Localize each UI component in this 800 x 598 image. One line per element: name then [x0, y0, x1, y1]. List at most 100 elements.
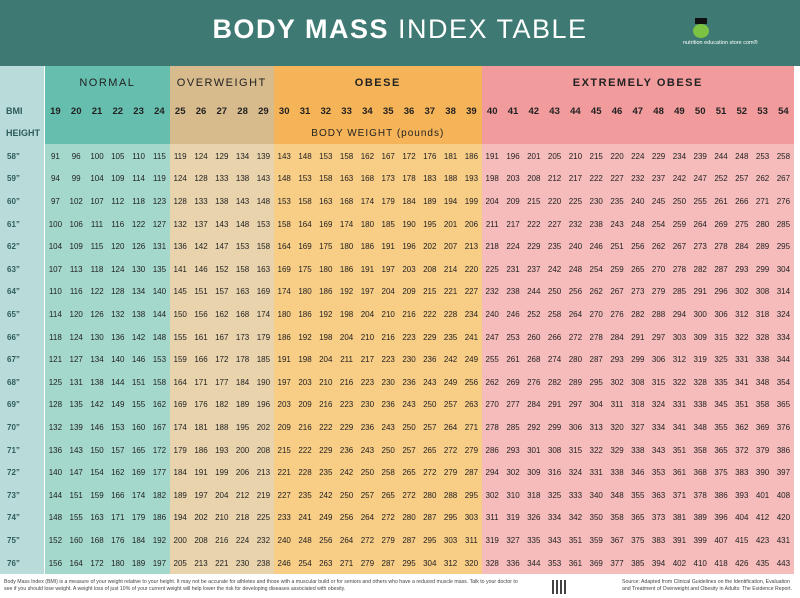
weight-cell: 308	[755, 287, 770, 297]
weight-cell: 137	[194, 219, 208, 229]
weight-cell: 306	[568, 422, 583, 432]
weight-cell: 124	[173, 174, 187, 184]
weight-cell: 238	[589, 219, 603, 229]
weight-cell: 312	[672, 355, 687, 365]
weight-cell: 344	[776, 355, 791, 365]
weight-cell: 334	[547, 513, 562, 523]
weight-cell: 179	[173, 445, 187, 455]
weight-cell: 190	[402, 219, 416, 229]
weight-cell: 229	[527, 242, 541, 252]
weight-cell: 358	[693, 445, 707, 455]
weight-cell: 247	[485, 332, 499, 342]
weight-cell: 105	[111, 151, 125, 161]
weight-cell: 211	[340, 355, 353, 365]
weight-cell: 265	[423, 445, 437, 455]
weight-cell: 345	[714, 400, 728, 410]
header-banner: BODY MASS INDEX TABLE nutrition educatio…	[0, 0, 800, 66]
weight-cell: 243	[423, 377, 437, 387]
category-band-light-obese	[273, 144, 482, 575]
weight-cell: 109	[111, 174, 125, 184]
weight-cell: 362	[735, 422, 749, 432]
weight-cell: 128	[48, 400, 63, 410]
weight-cell: 291	[631, 332, 645, 342]
weight-cell: 148	[277, 174, 291, 184]
weight-cell: 179	[381, 196, 395, 206]
weight-cell: 210	[215, 513, 229, 523]
weight-cell: 135	[152, 264, 167, 274]
weight-cell: 379	[755, 445, 770, 455]
weight-cell: 252	[527, 309, 541, 319]
weight-cell: 142	[194, 242, 208, 252]
weight-cell: 158	[152, 377, 167, 387]
weight-cell: 266	[547, 332, 562, 342]
height-cell: 70”	[7, 422, 20, 432]
weight-cell: 113	[69, 264, 83, 274]
weight-cell: 178	[402, 174, 416, 184]
weight-cell: 324	[568, 468, 583, 478]
weight-cell: 368	[693, 468, 707, 478]
weight-cell: 164	[277, 242, 291, 252]
weight-cell: 176	[423, 151, 437, 161]
weight-cell: 325	[547, 490, 562, 500]
weight-cell: 128	[111, 287, 125, 297]
weight-cell: 412	[755, 513, 770, 523]
weight-cell: 91	[50, 151, 60, 161]
weight-cell: 153	[235, 242, 250, 252]
weight-cell: 266	[735, 196, 749, 206]
weight-cell: 166	[194, 355, 208, 365]
weight-cell: 179	[131, 513, 146, 523]
bmi-header-cell: 24	[154, 105, 165, 117]
weight-cell: 160	[131, 422, 146, 432]
weight-cell: 135	[69, 400, 83, 410]
weight-cell: 194	[173, 513, 187, 523]
weight-cell: 161	[194, 332, 208, 342]
weight-cell: 198	[339, 309, 354, 319]
weight-cell: 214	[443, 264, 458, 274]
weight-cell: 407	[714, 535, 728, 545]
weight-cell: 178	[235, 355, 250, 365]
bmi-header-cell: 36	[403, 105, 415, 117]
weight-cell: 338	[693, 400, 707, 410]
weight-cell: 386	[776, 445, 791, 455]
weight-cell: 220	[547, 196, 562, 206]
weight-cell: 340	[589, 490, 603, 500]
weight-cell: 318	[755, 309, 770, 319]
weight-cell: 365	[714, 445, 728, 455]
weight-cell: 288	[443, 490, 458, 500]
weight-cell: 173	[381, 174, 395, 184]
bmi-header-cell: 37	[424, 105, 436, 117]
weight-cell: 204	[319, 355, 333, 365]
weight-cell: 262	[651, 242, 666, 252]
weight-cell: 189	[423, 196, 437, 206]
weight-cell: 369	[589, 558, 603, 568]
bmi-header-cell: 20	[70, 105, 82, 117]
weight-cell: 122	[131, 219, 146, 229]
weight-cell: 267	[776, 174, 791, 184]
weight-cell: 203	[277, 400, 291, 410]
weight-cell: 309	[693, 332, 707, 342]
weight-cell: 122	[90, 287, 104, 297]
weight-cell: 369	[755, 422, 770, 432]
weight-cell: 431	[776, 535, 791, 545]
weight-cell: 218	[235, 513, 250, 523]
weight-cell: 208	[423, 264, 437, 274]
weight-cell: 334	[651, 422, 666, 432]
weight-cell: 222	[589, 174, 603, 184]
weight-cell: 303	[443, 535, 458, 545]
weight-cell: 402	[672, 558, 687, 568]
weight-cell: 200	[173, 535, 187, 545]
weight-cell: 148	[152, 332, 167, 342]
bmi-header-cell: 54	[778, 105, 789, 117]
weight-cell: 443	[776, 558, 791, 568]
weight-cell: 259	[672, 219, 687, 229]
bmi-header-cell: 42	[528, 105, 540, 117]
bmi-header-cell: 31	[299, 105, 311, 117]
weight-cell: 351	[735, 400, 749, 410]
weight-cell: 189	[173, 490, 187, 500]
weight-cell: 282	[693, 264, 707, 274]
bmi-header-cell: 53	[757, 105, 768, 117]
weight-cell: 319	[693, 355, 707, 365]
category-band-normal	[45, 66, 170, 144]
weight-cell: 247	[693, 174, 707, 184]
weight-cell: 104	[90, 174, 104, 184]
